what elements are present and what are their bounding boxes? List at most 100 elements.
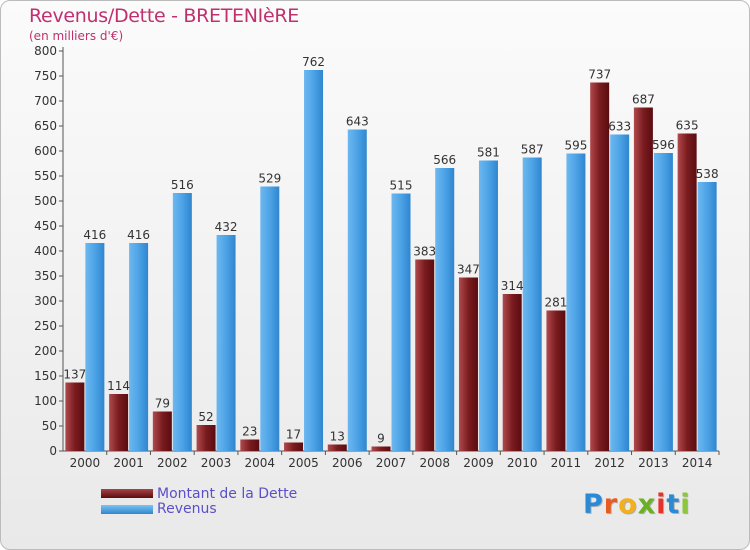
value-label: 281 [544, 296, 567, 310]
bar-revenus [478, 160, 498, 451]
y-tick-label: 100 [34, 394, 57, 408]
bar-dette [590, 82, 610, 451]
bar-revenus [347, 129, 367, 451]
value-label: 596 [652, 138, 675, 152]
bar-revenus [566, 153, 586, 451]
logo-letter: P [583, 489, 604, 520]
bar-revenus [522, 157, 542, 451]
bar-dette [152, 411, 172, 451]
bar-revenus [85, 243, 105, 451]
y-tick-label: 300 [34, 294, 57, 308]
x-tick-label: 2009 [463, 456, 494, 470]
bar-revenus [304, 70, 324, 451]
x-tick-label: 2012 [594, 456, 625, 470]
x-tick-label: 2004 [245, 456, 276, 470]
bar-revenus [216, 235, 236, 451]
bar-revenus [129, 243, 149, 451]
bar-dette [502, 294, 522, 451]
bar-revenus [391, 193, 411, 451]
x-tick-label: 2003 [201, 456, 232, 470]
value-label: 347 [457, 263, 480, 277]
legend-label-dette: Montant de la Dette [157, 486, 298, 502]
x-tick-label: 2007 [376, 456, 407, 470]
value-label: 762 [302, 55, 325, 69]
axes: 0 50 100 150 200 250 300 350 400 450 500 550 600 650 7… [34, 44, 720, 470]
value-label: 538 [696, 167, 719, 181]
bar-revenus [653, 153, 673, 451]
value-label: 687 [632, 93, 655, 107]
legend-label-revenus: Revenus [157, 501, 217, 517]
chart-title: Revenus/Dette - BRETENIèRE [29, 5, 299, 27]
value-label: 737 [588, 68, 611, 82]
bar-dette [240, 439, 260, 451]
bar-dette [546, 310, 566, 451]
y-tick-label: 400 [34, 244, 57, 258]
x-tick-label: 2011 [551, 456, 582, 470]
value-label: 9 [377, 432, 385, 446]
value-label: 581 [477, 146, 500, 160]
y-tick-label: 200 [34, 344, 57, 358]
value-label: 23 [242, 425, 257, 439]
bar-revenus [435, 168, 455, 451]
logo-letter: o [618, 489, 638, 520]
logo-letter: i [656, 489, 667, 520]
y-tick-label: 500 [34, 194, 57, 208]
x-tick-label: 2001 [113, 456, 144, 470]
value-label: 635 [676, 119, 699, 133]
value-label: 529 [258, 172, 281, 186]
value-label: 383 [413, 245, 436, 259]
chart-subtitle: (en milliers d'€) [29, 29, 124, 43]
y-tick-label: 750 [34, 69, 57, 83]
value-label: 314 [501, 279, 524, 293]
bars [65, 70, 717, 451]
value-label: 432 [215, 220, 238, 234]
x-tick-label: 2006 [332, 456, 363, 470]
bar-revenus [260, 186, 280, 451]
bar-dette [458, 277, 478, 451]
legend-swatch-dette [101, 489, 153, 498]
bar-dette [327, 444, 347, 451]
value-label: 516 [171, 178, 194, 192]
value-label: 416 [127, 228, 150, 242]
bar-dette [109, 394, 129, 451]
y-tick-label: 150 [34, 369, 57, 383]
value-label: 595 [564, 139, 587, 153]
logo-letter: t [666, 489, 681, 520]
value-label: 633 [608, 120, 631, 134]
value-label: 416 [83, 228, 106, 242]
value-label: 643 [346, 115, 369, 129]
y-tick-label: 250 [34, 319, 57, 333]
x-tick-label: 2014 [682, 456, 713, 470]
value-label: 13 [330, 430, 345, 444]
bar-dette [415, 259, 435, 451]
x-tick-label: 2010 [507, 456, 538, 470]
bar-revenus [172, 193, 192, 451]
y-tick-label: 800 [34, 44, 57, 58]
legend-swatch-revenus [101, 505, 153, 514]
y-tick-label: 550 [34, 169, 57, 183]
bar-revenus [697, 182, 717, 451]
y-tick-label: 650 [34, 119, 57, 133]
value-label: 566 [433, 153, 456, 167]
value-labels: 137 416 114 416 79 516 52 432 23 529 17 762 13 643 9 51… [63, 55, 718, 446]
value-label: 587 [521, 143, 544, 157]
y-tick-label: 0 [49, 444, 57, 458]
value-label: 17 [286, 428, 301, 442]
proxiti-logo: Proxiti [583, 489, 691, 520]
value-label: 515 [390, 179, 413, 193]
bar-revenus [610, 134, 630, 451]
bar-dette [633, 107, 653, 451]
bar-dette [677, 133, 697, 451]
y-tick-label: 350 [34, 269, 57, 283]
value-label: 114 [107, 379, 130, 393]
bar-dette [284, 442, 304, 451]
bar-dette [371, 446, 391, 451]
y-tick-label: 600 [34, 144, 57, 158]
x-tick-label: 2008 [419, 456, 450, 470]
logo-letter: i [680, 489, 691, 520]
x-tick-label: 2013 [638, 456, 669, 470]
y-tick-label: 450 [34, 219, 57, 233]
x-tick-label: 2000 [70, 456, 101, 470]
bar-dette [196, 425, 216, 451]
